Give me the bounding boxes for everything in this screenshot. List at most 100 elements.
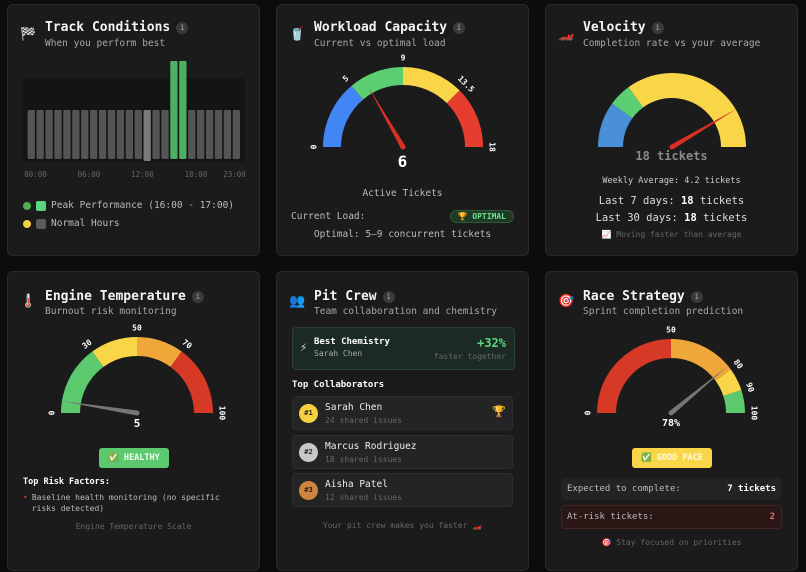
gauge-segment [170,351,213,413]
hour-bar [27,110,35,159]
at-risk-row: At-risk tickets: 2 [561,505,782,529]
gauge-value: 18 tickets [635,149,708,163]
temperature-gauge: 0 30 50 70 100 [48,324,227,421]
race-footer: 🎯 Stay focused on priorities [601,538,742,547]
optimal-range: Optimal: 5–9 concurrent tickets [313,229,492,240]
hour-bar [107,110,116,159]
x-tick-label: 12:00 [131,170,154,179]
hour-bar [170,61,178,159]
rank-badge: #1 [299,404,318,423]
thermometer-icon: 🌡️ [20,294,37,309]
pit-crew-card: 👥 Pit Crew i Team collaboration and chemi… [276,271,529,571]
risk-factors-title: Top Risk Factors: [23,477,110,487]
target-icon: 🎯 [558,294,575,309]
info-icon[interactable]: i [191,291,204,303]
good-pace-badge: ✅ GOOD PACE [632,448,712,468]
gauge-segment [597,339,671,413]
collaborator-shared: 12 shared issues [325,493,403,502]
collaborator-name: Marcus Rodriguez [325,441,417,452]
gauge-segment [628,73,746,147]
risk-item: • Baseline health monitoring (no specific… [23,493,220,513]
needle-hub [668,410,674,416]
hour-bar [45,110,53,159]
hour-bar [205,110,214,159]
gauge-tick-label: 100 [218,406,227,421]
legend-normal: Normal Hours [23,218,120,229]
hour-bar [161,110,169,159]
fuel-can-icon: 🥤 [289,27,306,42]
card-subtitle: Current vs optimal load [314,38,446,49]
green-dot-icon [23,201,31,210]
legend-peak: Peak Performance (16:00 - 17:00) [23,200,234,211]
card-subtitle: When you perform best [45,38,166,49]
hour-bar [72,110,80,159]
optimal-badge: 🏆 OPTIMAL [449,210,514,223]
x-tick-label: 06:00 [78,170,101,179]
info-icon[interactable]: i [651,22,664,34]
info-icon[interactable]: i [453,22,466,34]
hour-bar [143,110,151,161]
gauge-segment [715,369,742,397]
info-icon[interactable]: i [382,291,395,303]
expected-row: Expected to complete: 7 tickets [561,478,782,500]
top-collaborators-title: Top Collaborators [292,380,385,390]
info-icon[interactable]: i [176,22,189,34]
expected-value: 7 tickets [727,484,776,494]
gauge-segment [92,337,137,367]
gauge-tick-label: 0 [310,144,319,149]
velocity-gauge [598,73,746,150]
gauge-segment [612,87,644,119]
gauge-tick-label: 90 [744,381,756,393]
hour-bar [98,110,107,159]
collaborator-row[interactable]: #3 Aisha Patel 12 shared issues [292,473,513,507]
needle-hub [669,144,675,150]
card-title: Pit Crew i [314,289,395,304]
race-strategy-card: 🎯 Race Strategy i Sprint completion predi… [545,271,798,571]
trend-note: 📈 Moving faster than average [601,230,742,239]
card-title: Workload Capacity i [314,20,466,35]
workload-capacity-card: 🥤 Workload Capacity i Current vs optimal … [276,4,529,256]
at-risk-value: 2 [769,512,775,522]
rank-badge: #3 [299,481,318,500]
hour-bar [134,110,142,159]
gauge-segment [137,337,182,367]
collaborator-shared: 18 shared issues [325,455,403,464]
x-tick-label: 23:00 [223,170,246,179]
gauge-segment [723,390,745,413]
card-subtitle: Burnout risk monitoring [45,306,177,317]
hour-bar [125,110,133,159]
card-subtitle: Completion rate vs your average [583,38,761,49]
gauge-tick-label: 70 [180,338,193,351]
gauge-tick-label: 80 [732,358,745,371]
current-load-label: Current Load: [291,211,366,222]
hour-bar [90,110,98,159]
gauge-segment [61,351,104,413]
scale-caption: Engine Temperature Scale [75,522,192,531]
bullet-icon: • [23,493,28,502]
yellow-dot-icon [23,219,31,228]
needle-hub [134,410,140,416]
gauge-segment [351,67,403,100]
weekly-average: Weekly Average: 4.2 tickets [602,176,741,186]
collaborator-row[interactable]: #1 Sarah Chen 24 shared issues 🏆 [292,396,513,430]
hour-bar [179,61,187,159]
gauge-tick-label: 100 [750,406,759,421]
gauge-segment [403,67,460,104]
velocity-card: 🏎️ Velocity i Completion rate vs your ave… [545,4,798,256]
gauge-tick-label: 50 [666,326,676,335]
collaborator-row[interactable]: #2 Marcus Rodriguez 18 shared issues [292,435,513,469]
last-30-days: Last 30 days: 18 tickets [595,212,748,224]
hour-bar [81,110,89,159]
trophy-icon: 🏆 [492,405,506,418]
needle-hub [400,144,406,150]
x-tick-label: 18:00 [185,170,208,179]
collaborator-name: Aisha Patel [325,479,388,490]
info-icon[interactable]: i [690,291,703,303]
card-subtitle: Team collaboration and chemistry [314,306,498,317]
gauge-tick-label: 0 [584,410,593,415]
gauge-tick-label: 0 [48,410,57,415]
best-chemistry-name: Sarah Chen [314,349,363,358]
pit-crew-footer: Your pit crew makes you faster 🏎️ [322,521,483,530]
best-chemistry-box: ⚡ Best Chemistry Sarah Chen +32% faster … [292,327,515,370]
hour-bar [63,110,71,159]
